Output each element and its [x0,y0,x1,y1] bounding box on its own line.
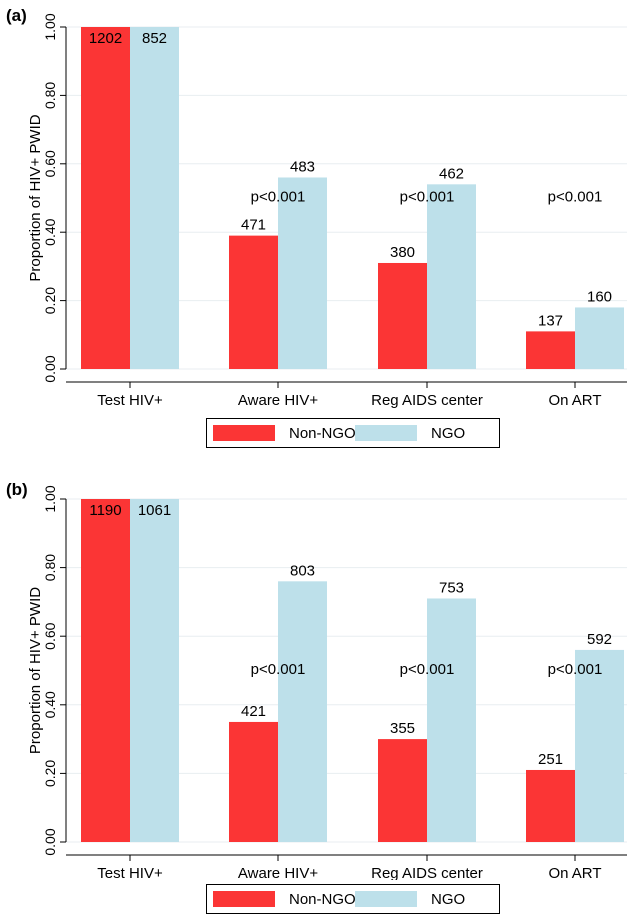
bar-ngo [427,184,476,369]
panel-label: (b) [6,480,28,499]
y-tick-label: 0.80 [42,554,58,581]
y-tick-label: 1.00 [42,485,58,512]
y-tick-label: 0.60 [42,150,58,177]
bar-ngo [278,177,327,369]
y-tick-label: 0.00 [42,828,58,855]
bar-count-label: 483 [290,158,315,175]
y-tick-label: 0.00 [42,355,58,382]
bar-count-label: 380 [390,244,415,261]
bar-count-label: 462 [439,165,464,182]
y-axis-label: Proportion of HIV+ PWID [27,114,44,281]
bar-count-label: 803 [290,562,315,579]
bar-non-ngo [526,331,575,369]
p-value-annotation: p<0.001 [548,661,603,678]
legend-label-ngo: NGO [431,424,466,442]
bar-ngo [278,581,327,842]
x-tick-label: Test HIV+ [97,392,163,409]
bar-count-label: 592 [587,631,612,648]
legend-item-ngo: NGO [355,890,466,908]
legend: Non-NGO NGO [206,884,500,914]
y-tick-label: 0.60 [42,622,58,649]
bar-ngo [130,27,179,369]
bar-count-label: 355 [390,720,415,737]
p-value-annotation: p<0.001 [400,661,455,678]
x-tick-label: Aware HIV+ [238,392,318,409]
p-value-annotation: p<0.001 [548,188,603,205]
x-tick-label: On ART [548,865,601,880]
bar-count-label: 753 [439,579,464,596]
bar-non-ngo [229,721,278,842]
chart-panel-a: (a) 1202 852 Test HIV+ 471 483 p<0.001 Aware H… [0,0,627,452]
bar-count-label: 1061 [138,502,171,519]
bar-count-label: 471 [241,217,266,234]
x-tick-label: On ART [548,392,601,409]
bar-non-ngo [378,739,427,842]
bar-ngo [575,307,624,369]
x-tick-label: Aware HIV+ [238,865,318,880]
legend-label-ngo: NGO [431,890,466,908]
x-tick-label: Reg AIDS center [371,392,483,409]
bar-count-label: 852 [142,30,167,47]
bar-ngo [130,499,179,842]
bar-chart: 1202 852 Test HIV+ 471 483 p<0.001 Aware HIV+ 3… [27,13,627,409]
bar-non-ngo [526,769,575,842]
legend-item-ngo: NGO [355,424,466,442]
y-tick-label: 0.20 [42,287,58,314]
y-axis-label: Proportion of HIV+ PWID [27,587,44,754]
bar-count-label: 160 [587,288,612,305]
legend-swatch-non-ngo [213,891,275,907]
bar-non-ngo [229,235,278,369]
legend: Non-NGO NGO [206,418,500,448]
bar-ngo [427,598,476,842]
y-tick-label: 0.40 [42,691,58,718]
bar-count-label: 251 [538,751,563,768]
p-value-annotation: p<0.001 [251,188,306,205]
chart-panel-b: (b) 1190 1061 Test HIV+ 421 803 p<0.001 Aware … [0,474,627,916]
bar-chart: 1190 1061 Test HIV+ 421 803 p<0.001 Aware HIV+… [27,485,627,882]
bar-count-label: 1202 [89,30,122,47]
panel-label: (a) [6,6,27,25]
legend-swatch-non-ngo [213,425,275,441]
bar-non-ngo [81,27,130,369]
bar-non-ngo [81,499,130,842]
bar-count-label: 1190 [89,502,121,519]
y-tick-label: 0.80 [42,82,58,109]
y-tick-label: 0.20 [42,760,58,787]
p-value-annotation: p<0.001 [400,188,455,205]
p-value-annotation: p<0.001 [251,661,306,678]
bar-non-ngo [378,262,427,369]
y-tick-label: 1.00 [42,13,58,40]
bar-count-label: 421 [241,703,266,720]
legend-item-non-ngo: Non-NGO [213,424,356,442]
x-tick-label: Reg AIDS center [371,865,483,880]
x-tick-label: Test HIV+ [97,865,163,880]
legend-swatch-ngo [355,891,417,907]
bar-ngo [575,649,624,842]
bar-count-label: 137 [538,312,563,329]
legend-label-non-ngo: Non-NGO [289,890,356,908]
legend-swatch-ngo [355,425,417,441]
legend-item-non-ngo: Non-NGO [213,890,356,908]
y-tick-label: 0.40 [42,218,58,245]
legend-label-non-ngo: Non-NGO [289,424,356,442]
